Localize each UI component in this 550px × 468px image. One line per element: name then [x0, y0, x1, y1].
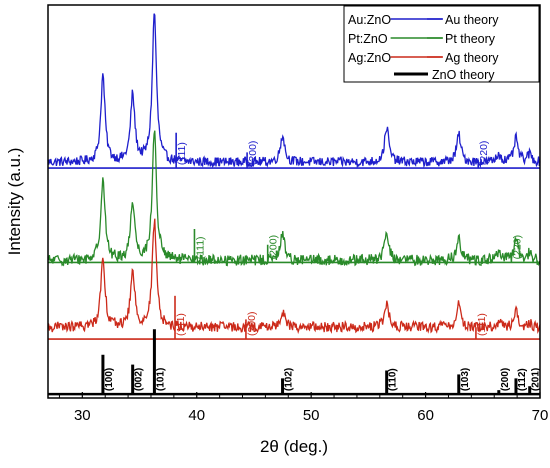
- x-tick-label: 70: [532, 407, 549, 424]
- reference-line-label: (111): [194, 236, 206, 259]
- reference-line-label: (103): [460, 368, 471, 391]
- legend-label: Au:ZnO: [348, 13, 391, 27]
- legend-label: Pt theory: [445, 32, 496, 46]
- plot-frame: [47, 4, 541, 399]
- series-line: [47, 13, 541, 169]
- y-axis-label: Intensity (a.u.): [5, 148, 24, 256]
- reference-line-label: (002): [134, 368, 145, 391]
- legend: Au:ZnO Au theory Pt:ZnO Pt theory Ag:ZnO Ag t…: [343, 5, 540, 83]
- reference-line-label: (102): [284, 368, 295, 391]
- reference-patterns: (111) (200) (220)(111) (200) (220)(111) (200)…: [48, 132, 542, 396]
- reference-line-label: (100): [104, 368, 115, 391]
- x-tick-label: 60: [417, 407, 434, 424]
- x-tick-label: 30: [74, 407, 91, 424]
- x-tick-label: 50: [303, 407, 320, 424]
- legend-label: ZnO theory: [432, 68, 495, 82]
- reference-line-label: (112): [517, 368, 528, 391]
- series-layer: [47, 13, 541, 335]
- x-axis: 30 40 50 60 70: [58, 392, 549, 424]
- series-line: [47, 218, 541, 335]
- reference-line-label: (101): [155, 368, 166, 391]
- legend-label: Pt:ZnO: [348, 32, 388, 46]
- series-line: [47, 130, 541, 267]
- reference-line-label: (110): [388, 368, 399, 391]
- reference-line-label: (201): [531, 368, 542, 391]
- reference-line-label: (200): [500, 368, 511, 391]
- x-axis-label: 2θ (deg.): [260, 437, 328, 456]
- x-tick-label: 40: [188, 407, 205, 424]
- legend-label: Au theory: [445, 13, 499, 27]
- legend-label: Ag theory: [445, 51, 499, 65]
- legend-label: Ag:ZnO: [348, 51, 391, 65]
